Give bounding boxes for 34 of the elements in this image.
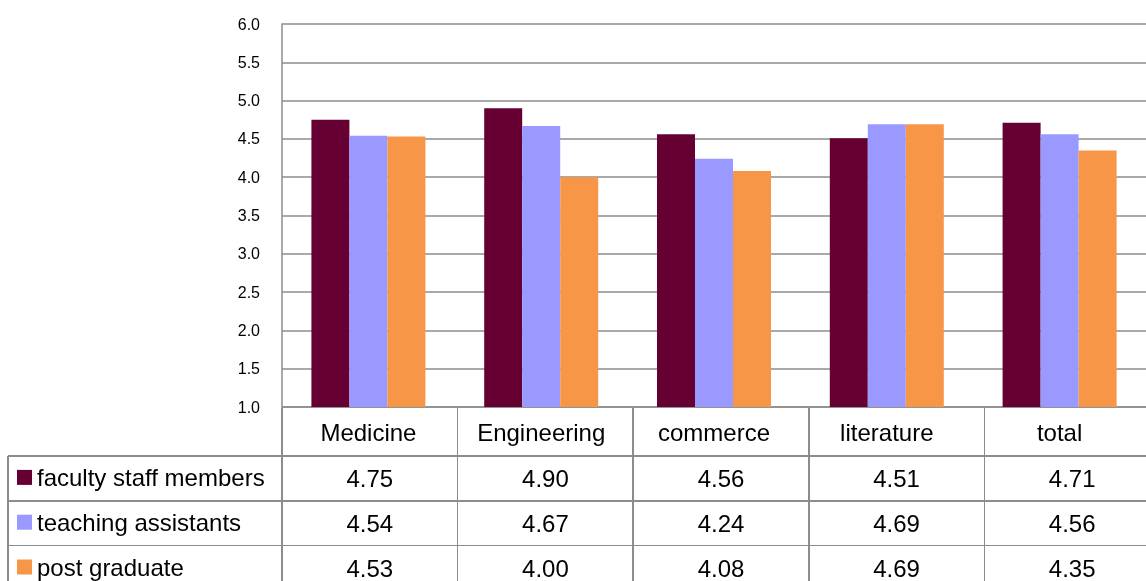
data-label: 4.56 [1048,509,1096,537]
y-tick-label: 6.0 [237,15,261,33]
data-label: 4.24 [697,509,745,537]
x-tick-label: Engineering [477,418,606,446]
data-label: 4.69 [873,554,920,581]
y-tick-label: 4.0 [237,168,261,186]
legend-label: post graduate [37,553,184,581]
data-label: 4.35 [1048,554,1096,581]
y-tick-label: 2.0 [237,321,261,339]
y-tick-label: 1.0 [237,398,261,416]
data-label: 4.54 [346,509,394,537]
legend-label: faculty staff members [37,463,265,491]
x-tick-label: commerce [657,418,771,446]
y-tick-label: 4.5 [237,130,261,148]
data-label: 4.75 [346,464,394,492]
data-label: 4.56 [697,464,745,492]
data-label: 4.00 [522,554,569,581]
y-tick-label: 3.5 [237,207,261,224]
data-label: 4.67 [522,509,569,537]
data-label: 4.69 [873,509,920,537]
y-tick-label: 2.5 [237,283,261,301]
legend-label: teaching assistants [37,508,242,536]
y-tick-label: 5.5 [237,53,261,71]
y-tick-label: 3.0 [237,245,261,263]
x-tick-label: literature [840,418,934,446]
data-label: 4.08 [697,554,745,581]
y-tick-label: 1.5 [237,360,261,378]
data-label: 4.53 [346,554,394,581]
data-label: 4.71 [1048,464,1096,492]
data-label: 4.51 [873,464,920,492]
x-tick-label: Medicine [320,418,417,446]
x-tick-label: total [1036,418,1083,446]
y-tick-label: 5.0 [237,92,261,110]
data-label: 4.90 [522,464,569,492]
